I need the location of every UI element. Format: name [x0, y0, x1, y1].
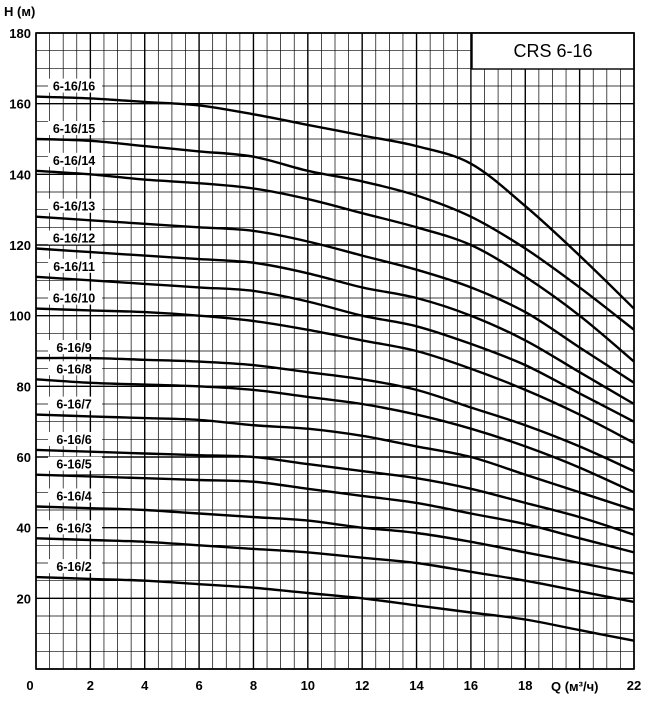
series-label-background: [48, 520, 103, 535]
series-curve-6-16-5: [35, 473, 635, 554]
x-tick-label: 22: [627, 678, 641, 693]
series-label-background: [48, 488, 103, 503]
y-tick-label: 180: [9, 26, 31, 41]
series-label-background: [48, 290, 103, 305]
series-curve-6-16-10: [35, 307, 635, 444]
series-label-background: [48, 198, 103, 213]
series-label: 6-16/7: [56, 398, 91, 412]
series-label-background: [48, 456, 103, 471]
chart-grid: [35, 32, 635, 670]
series-curve-6-16-14: [35, 169, 635, 363]
series-curve-6-16-6: [35, 448, 635, 536]
plot-frame: [35, 32, 635, 670]
x-tick-label: 12: [355, 678, 369, 693]
x-tick-label: 0: [26, 678, 33, 693]
y-tick-label: 20: [17, 591, 31, 606]
series-label-background: [48, 340, 103, 355]
y-tick-label: 40: [17, 521, 31, 536]
series-label: 6-16/12: [53, 232, 95, 246]
series-label-background: [48, 431, 103, 446]
x-tick-label: 2: [87, 678, 94, 693]
series-curve-6-16-13: [35, 215, 635, 384]
series-curve-6-16-3: [35, 537, 635, 604]
y-tick-label: 140: [9, 167, 31, 182]
series-curve-6-16-9: [35, 356, 635, 473]
x-tick-label: 8: [250, 678, 257, 693]
series-label-background: [48, 258, 103, 273]
y-tick-label: 60: [17, 450, 31, 465]
series-label-background: [48, 361, 103, 376]
series-curve-6-16-15: [35, 137, 635, 331]
series-label: 6-16/5: [56, 458, 91, 472]
series-label-background: [48, 78, 103, 93]
y-tick-label: 160: [9, 97, 31, 112]
series-label: 6-16/4: [56, 489, 91, 503]
x-tick-label: 10: [301, 678, 315, 693]
series-label: 6-16/2: [56, 560, 91, 574]
chart-title: CRS 6-16: [513, 41, 592, 61]
series-label: 6-16/14: [53, 154, 95, 168]
series-curve-6-16-4: [35, 505, 635, 575]
series-curve-6-16-16: [35, 95, 635, 310]
series-label: 6-16/15: [53, 122, 95, 136]
series-label: 6-16/9: [56, 341, 91, 355]
series-label-background: [48, 152, 103, 167]
series-curve-6-16-11: [35, 275, 635, 423]
series-curve-6-16-7: [35, 413, 635, 512]
series-label: 6-16/16: [53, 80, 95, 94]
x-tick-label: 4: [141, 678, 149, 693]
series-label: 6-16/6: [56, 433, 91, 447]
series-curve-6-16-2: [35, 575, 635, 642]
series-label-background: [48, 230, 103, 245]
x-tick-label: 14: [409, 678, 424, 693]
series-label: 6-16/13: [53, 200, 95, 214]
chart-series-curves: [35, 95, 635, 642]
x-tick-label: 18: [518, 678, 532, 693]
y-tick-label: 100: [9, 309, 31, 324]
series-label: 6-16/11: [53, 260, 95, 274]
chart-series-labels: 6-16/16 6-16/15 6-16/14 6-16/13 6-16/12 6-16/…: [48, 78, 103, 574]
series-curve-6-16-12: [35, 247, 635, 406]
y-tick-label: 120: [9, 238, 31, 253]
series-label: 6-16/3: [56, 521, 91, 535]
x-tick-label: 6: [195, 678, 202, 693]
y-axis-label: H (м): [4, 4, 35, 19]
chart-tick-labels: 0 2 4 6 8 10 12 14 16 18 22 20 40 60 80 100 120 140 160 180: [9, 26, 641, 693]
x-tick-label: 16: [464, 678, 478, 693]
series-label: 6-16/10: [53, 292, 95, 306]
series-label-background: [48, 121, 103, 135]
series-label-background: [48, 396, 103, 411]
y-tick-label: 80: [17, 379, 31, 394]
series-label-background: [48, 559, 103, 574]
series-label: 6-16/8: [56, 362, 91, 376]
series-curve-6-16-8: [35, 378, 635, 494]
x-axis-label: Q (м³/ч): [551, 679, 599, 694]
